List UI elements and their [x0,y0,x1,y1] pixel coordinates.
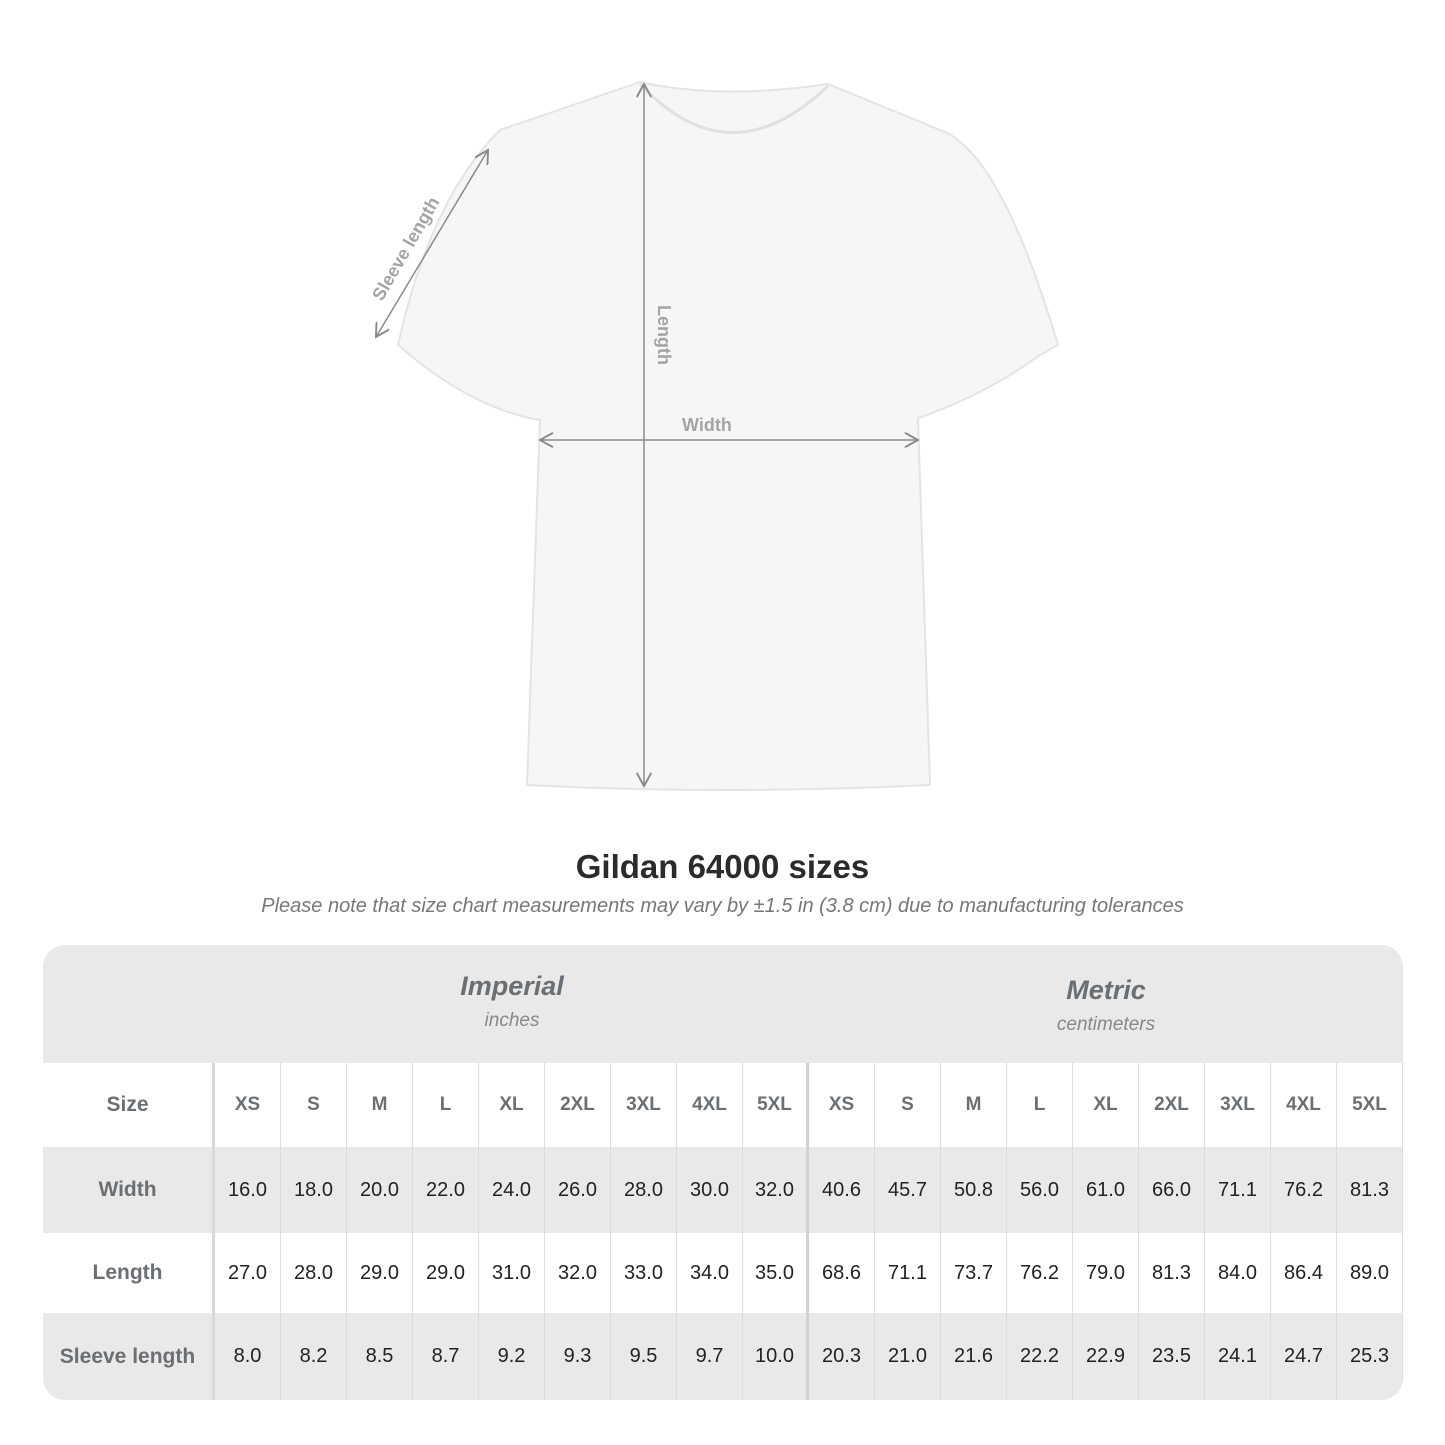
imperial-value-cell: 22.0 [413,1147,479,1233]
imperial-value-cell: 8.0 [215,1313,281,1400]
imperial-value-cell: 9.3 [545,1313,611,1400]
table-row: Sleeve length 8.0 8.2 8.5 8.7 9.2 9.3 9.5 9.7 10.… [43,1313,1403,1400]
metric-value-cell: 50.8 [941,1147,1007,1233]
metric-unit: centimeters [1056,1014,1156,1035]
imperial-value-cell: 28.0 [281,1233,347,1313]
imperial-value-cell: 8.5 [347,1313,413,1400]
imperial-value-cell: 16.0 [215,1147,281,1233]
metric-value-cell: 71.1 [875,1233,941,1313]
size-header-cell: 2XL [545,1063,611,1147]
metric-value-cell: 89.0 [1337,1233,1403,1313]
metric-value-cell: 76.2 [1271,1147,1337,1233]
size-header-cell: 5XL [1337,1063,1403,1147]
metric-value-cell: 56.0 [1007,1147,1073,1233]
metric-value-cell: 86.4 [1271,1233,1337,1313]
sleeve-length-arrow [376,150,488,337]
metric-value-cell: 76.2 [1007,1233,1073,1313]
metric-value-cell: 24.1 [1205,1313,1271,1400]
length-label: Length [654,305,674,365]
size-header-cell: 3XL [611,1063,677,1147]
table-row: Width 16.0 18.0 20.0 22.0 24.0 26.0 28.0 30.0 32.… [43,1147,1403,1233]
imperial-value-cell: 31.0 [479,1233,545,1313]
metric-value-cell: 23.5 [1139,1313,1205,1400]
size-header-cell: 3XL [1205,1063,1271,1147]
size-header-cell: S [281,1063,347,1147]
metric-value-cell: 81.3 [1139,1233,1205,1313]
collar [638,82,830,134]
imperial-value-cell: 8.2 [281,1313,347,1400]
metric-value-cell: 81.3 [1337,1147,1403,1233]
imperial-value-cell: 8.7 [413,1313,479,1400]
size-header-cell: XL [479,1063,545,1147]
imperial-value-cell: 18.0 [281,1147,347,1233]
table-row: Length 27.0 28.0 29.0 29.0 31.0 32.0 33.0 34.0 35… [43,1233,1403,1313]
tolerance-note: Please note that size chart measurements… [261,895,1184,917]
size-header-cell: M [347,1063,413,1147]
row-label: Width [43,1147,215,1233]
size-header-cell: XL [1073,1063,1139,1147]
metric-value-cell: 71.1 [1205,1147,1271,1233]
imperial-value-cell: 9.2 [479,1313,545,1400]
metric-value-cell: 22.9 [1073,1313,1139,1400]
width-label: Width [682,415,732,435]
size-header-cell: XS [215,1063,281,1147]
imperial-value-cell: 29.0 [347,1233,413,1313]
imperial-value-cell: 20.0 [347,1147,413,1233]
imperial-unit: inches [484,1010,540,1031]
imperial-header: Imperial inches [215,945,809,1063]
size-header-cell: S [875,1063,941,1147]
row-label: Sleeve length [43,1313,215,1400]
imperial-value-cell: 29.0 [413,1233,479,1313]
size-header-cell: XS [809,1063,875,1147]
metric-value-cell: 21.0 [875,1313,941,1400]
size-header-cell: L [1007,1063,1073,1147]
imperial-value-cell: 24.0 [479,1147,545,1233]
metric-value-cell: 79.0 [1073,1233,1139,1313]
page-title: Gildan 64000 sizes [575,848,870,885]
tshirt-diagram: Sleeve length Length Width [368,80,1060,791]
imperial-value-cell: 28.0 [611,1147,677,1233]
tshirt-shape [396,80,1060,791]
size-header-cell: 2XL [1139,1063,1205,1147]
metric-label: Metric [1066,975,1146,1005]
imperial-value-cell: 32.0 [545,1233,611,1313]
metric-value-cell: 45.7 [875,1147,941,1233]
metric-value-cell: 68.6 [809,1233,875,1313]
imperial-value-cell: 9.7 [677,1313,743,1400]
size-header-cell: 4XL [677,1063,743,1147]
metric-value-cell: 22.2 [1007,1313,1073,1400]
metric-value-cell: 21.6 [941,1313,1007,1400]
size-table: Imperial inches Metric centimeters Size X… [43,945,1403,1400]
size-header-cell: 4XL [1271,1063,1337,1147]
size-header-row: Size XS S M L XL 2XL 3XL 4XL 5XL XS S M L XL 2XL 3XL 4XL 5… [43,1063,1403,1147]
imperial-value-cell: 26.0 [545,1147,611,1233]
imperial-value-cell: 10.0 [743,1313,809,1400]
metric-value-cell: 24.7 [1271,1313,1337,1400]
imperial-value-cell: 27.0 [215,1233,281,1313]
imperial-value-cell: 32.0 [743,1147,809,1233]
row-label: Length [43,1233,215,1313]
metric-value-cell: 25.3 [1337,1313,1403,1400]
imperial-value-cell: 33.0 [611,1233,677,1313]
metric-value-cell: 73.7 [941,1233,1007,1313]
imperial-value-cell: 35.0 [743,1233,809,1313]
imperial-value-cell: 34.0 [677,1233,743,1313]
size-header-cell: M [941,1063,1007,1147]
size-header-cell: L [413,1063,479,1147]
metric-header: Metric centimeters [809,945,1403,1063]
imperial-value-cell: 30.0 [677,1147,743,1233]
imperial-value-cell: 9.5 [611,1313,677,1400]
metric-value-cell: 84.0 [1205,1233,1271,1313]
metric-value-cell: 66.0 [1139,1147,1205,1233]
row-label: Size [43,1063,215,1147]
metric-value-cell: 61.0 [1073,1147,1139,1233]
metric-value-cell: 20.3 [809,1313,875,1400]
imperial-label: Imperial [460,971,564,1001]
size-header-cell: 5XL [743,1063,809,1147]
metric-value-cell: 40.6 [809,1147,875,1233]
